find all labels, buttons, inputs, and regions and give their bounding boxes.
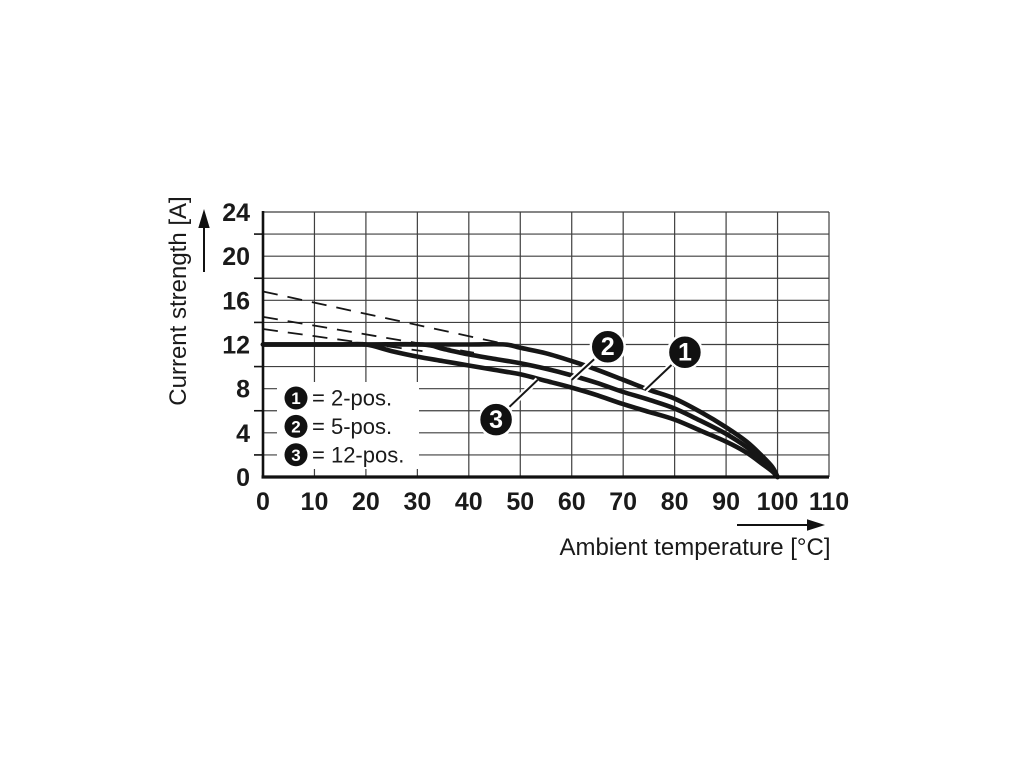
legend-label: = 2-pos. xyxy=(312,386,392,411)
callout-1: 1 xyxy=(642,333,704,393)
x-tick-labels: 0 10 20 30 40 50 60 70 80 90 100 110 xyxy=(256,488,849,516)
x-tick-label: 60 xyxy=(558,488,586,516)
y-minor-ticks xyxy=(254,233,263,456)
legend-marker-number: 1 xyxy=(291,389,300,408)
y-tick-label: 24 xyxy=(222,199,250,227)
y-tick-label: 4 xyxy=(236,420,250,448)
callout-badge-number: 3 xyxy=(489,406,503,434)
y-tick-label: 8 xyxy=(236,376,250,404)
legend-marker-icon xyxy=(284,386,308,410)
callout-leader-line xyxy=(644,364,673,392)
callout-badge-icon xyxy=(477,401,515,438)
callout-badge-icon xyxy=(589,328,626,365)
legend-item-12-pos: 3 = 12-pos. xyxy=(284,442,404,467)
callout-badge-icon xyxy=(666,333,704,371)
legend: 1 = 2-pos. 2 = 5-pos. 3 = 12-pos. xyxy=(277,382,419,469)
y-tick-label: 16 xyxy=(222,287,250,315)
legend-marker-icon xyxy=(284,443,308,467)
dashed-line-12-pos xyxy=(262,328,423,353)
legend-item-5-pos: 2 = 5-pos. xyxy=(284,414,392,439)
legend-item-2-pos: 1 = 2-pos. xyxy=(284,386,392,411)
callout-2: 2 xyxy=(569,328,626,383)
y-axis-arrow-icon xyxy=(198,209,210,272)
legend-marker-icon xyxy=(284,414,308,438)
x-tick-label: 80 xyxy=(661,488,689,516)
legend-label: = 12-pos. xyxy=(312,442,404,467)
x-tick-label: 0 xyxy=(256,488,270,516)
callout-badge-number: 1 xyxy=(678,339,692,367)
legend-label: = 5-pos. xyxy=(312,414,392,439)
callout-leader-line xyxy=(571,358,595,381)
callout-leader-line xyxy=(508,379,539,408)
x-tick-label: 10 xyxy=(301,488,329,516)
x-tick-label: 90 xyxy=(712,488,740,516)
callout-badge-number: 2 xyxy=(601,333,615,361)
curve-5-pos xyxy=(260,341,780,480)
callout-3: 3 xyxy=(477,377,540,438)
x-axis-arrow-icon xyxy=(737,519,825,531)
y-tick-label: 20 xyxy=(222,243,250,271)
x-tick-label: 20 xyxy=(352,488,380,516)
x-tick-label: 100 xyxy=(757,488,799,516)
x-tick-label: 110 xyxy=(809,488,849,516)
legend-marker-number: 3 xyxy=(291,446,300,465)
x-tick-label: 50 xyxy=(506,488,534,516)
y-tick-label: 0 xyxy=(236,464,250,492)
x-tick-label: 30 xyxy=(403,488,431,516)
x-axis-title: Ambient temperature [°C] xyxy=(559,534,830,561)
curves xyxy=(260,341,780,480)
x-tick-label: 70 xyxy=(609,488,637,516)
legend-marker-number: 2 xyxy=(291,417,300,436)
y-tick-label: 12 xyxy=(222,332,250,360)
y-tick-labels: 0 4 8 12 16 20 24 xyxy=(222,199,250,492)
y-axis-title: Current strength [A] xyxy=(165,196,192,405)
curve-12-pos xyxy=(260,341,780,480)
x-tick-label: 40 xyxy=(455,488,483,516)
dashed-line-2-pos xyxy=(262,290,500,344)
